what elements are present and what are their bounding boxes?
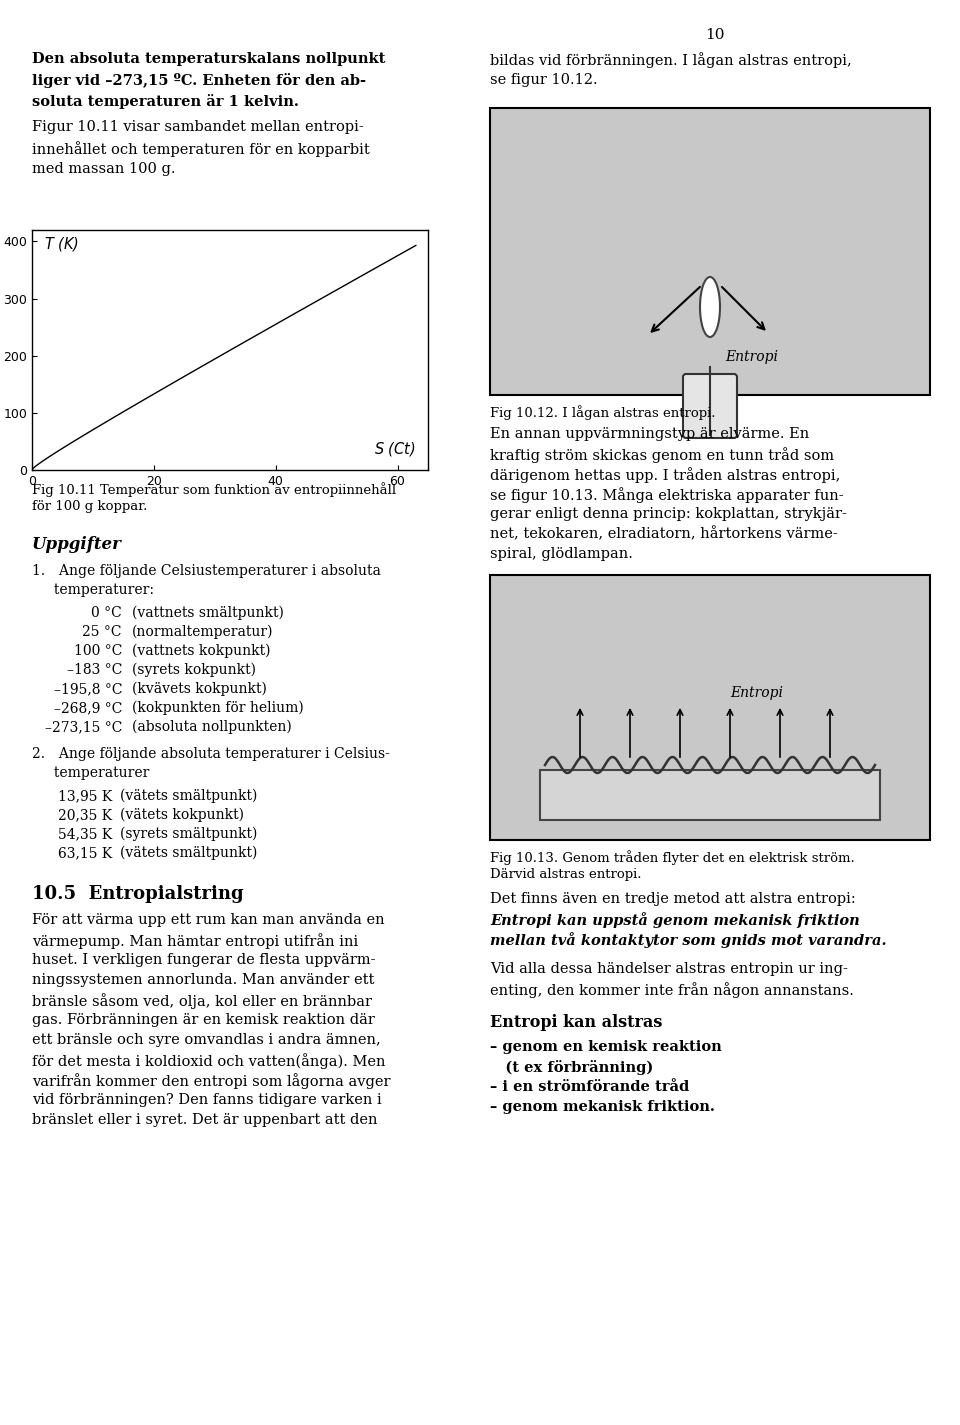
Text: – genom mekanisk friktion.: – genom mekanisk friktion. [490,1100,715,1114]
Text: huset. I verkligen fungerar de flesta uppvärm-: huset. I verkligen fungerar de flesta up… [32,953,375,968]
Text: ett bränsle och syre omvandlas i andra ämnen,: ett bränsle och syre omvandlas i andra ä… [32,1033,381,1047]
Text: 1. Ange följande Celsiustemperaturer i absoluta: 1. Ange följande Celsiustemperaturer i a… [32,564,381,579]
Text: (vattnets kokpunkt): (vattnets kokpunkt) [132,644,271,658]
Text: 13,95 K: 13,95 K [58,789,112,804]
Text: enting, den kommer inte från någon annanstans.: enting, den kommer inte från någon annan… [490,982,853,998]
Text: (vätets kokpunkt): (vätets kokpunkt) [120,808,244,822]
Text: värmepump. Man hämtar entropi utifrån ini: värmepump. Man hämtar entropi utifrån in… [32,933,358,949]
Text: En annan uppvärmningstyp är elvärme. En: En annan uppvärmningstyp är elvärme. En [490,428,809,440]
Text: för 100 g koppar.: för 100 g koppar. [32,500,148,513]
Text: Därvid alstras entropi.: Därvid alstras entropi. [490,868,641,881]
Text: Den absoluta temperaturskalans nollpunkt: Den absoluta temperaturskalans nollpunkt [32,51,385,66]
Text: 63,15 K: 63,15 K [58,846,112,861]
Text: Figur 10.11 visar sambandet mellan entropi-: Figur 10.11 visar sambandet mellan entro… [32,120,364,134]
Text: Vid alla dessa händelser alstras entropin ur ing-: Vid alla dessa händelser alstras entropi… [490,962,848,976]
Text: soluta temperaturen är 1 kelvin.: soluta temperaturen är 1 kelvin. [32,94,299,108]
Text: Entropi: Entropi [730,685,783,700]
Text: bränslet eller i syret. Det är uppenbart att den: bränslet eller i syret. Det är uppenbart… [32,1113,377,1127]
Text: – genom en kemisk reaktion: – genom en kemisk reaktion [490,1040,722,1054]
Text: –273,15 °C: –273,15 °C [44,720,122,734]
Text: –183 °C: –183 °C [66,663,122,677]
Text: varifrån kommer den entropi som lågorna avger: varifrån kommer den entropi som lågorna … [32,1073,391,1089]
Text: (syrets smältpunkt): (syrets smältpunkt) [120,826,257,841]
Text: Det finns även en tredje metod att alstra entropi:: Det finns även en tredje metod att alstr… [490,892,855,906]
Text: – i en strömförande tråd: – i en strömförande tråd [490,1080,689,1094]
Text: 20,35 K: 20,35 K [58,808,112,822]
Text: (vätets smältpunkt): (vätets smältpunkt) [120,846,257,861]
Bar [490,108,930,395]
Text: för det mesta i koldioxid och vatten(ånga). Men: för det mesta i koldioxid och vatten(ång… [32,1053,386,1069]
Text: Fig 10.11 Temperatur som funktion av entropiinnehåll: Fig 10.11 Temperatur som funktion av ent… [32,482,396,497]
Text: temperaturer: temperaturer [32,767,150,779]
Bar [540,770,880,819]
Text: Fig 10.12. I lågan alstras entropi.: Fig 10.12. I lågan alstras entropi. [490,405,715,420]
Ellipse shape [700,276,720,336]
Text: (kokpunkten för helium): (kokpunkten för helium) [132,701,303,715]
Text: $T$ (K): $T$ (K) [44,235,79,252]
Text: vid förbränningen? Den fanns tidigare varken i: vid förbränningen? Den fanns tidigare va… [32,1093,382,1107]
Text: Fig 10.13. Genom tråden flyter det en elektrisk ström.: Fig 10.13. Genom tråden flyter det en el… [490,849,854,865]
Text: bränsle såsom ved, olja, kol eller en brännbar: bränsle såsom ved, olja, kol eller en br… [32,993,372,1009]
Text: Uppgifter: Uppgifter [32,536,122,553]
Text: För att värma upp ett rum kan man använda en: För att värma upp ett rum kan man använd… [32,913,385,928]
Text: därigenom hettas upp. I tråden alstras entropi,: därigenom hettas upp. I tråden alstras e… [490,467,840,483]
Text: (t ex förbränning): (t ex förbränning) [490,1060,653,1074]
Text: bildas vid förbränningen. I lågan alstras entropi,: bildas vid förbränningen. I lågan alstra… [490,51,852,68]
Text: 2. Ange följande absoluta temperaturer i Celsius-: 2. Ange följande absoluta temperaturer i… [32,747,390,761]
Text: med massan 100 g.: med massan 100 g. [32,162,176,177]
Text: gerar enligt denna princip: kokplattan, strykjär-: gerar enligt denna princip: kokplattan, … [490,507,847,522]
Text: 54,35 K: 54,35 K [58,826,112,841]
Text: (normaltemperatur): (normaltemperatur) [132,626,274,640]
Text: spiral, glödlampan.: spiral, glödlampan. [490,547,633,561]
Text: innehållet och temperaturen för en kopparbit: innehållet och temperaturen för en koppa… [32,141,370,157]
Text: (absoluta nollpunkten): (absoluta nollpunkten) [132,720,292,734]
FancyBboxPatch shape [683,373,737,437]
Text: 10.5  Entropialstring: 10.5 Entropialstring [32,885,244,903]
Text: net, tekokaren, elradiatorn, hårtorkens värme-: net, tekokaren, elradiatorn, hårtorkens … [490,527,838,542]
Text: temperaturer:: temperaturer: [32,583,154,597]
Text: 25 °C: 25 °C [83,626,122,638]
Text: 10: 10 [706,28,725,41]
Text: (kvävets kokpunkt): (kvävets kokpunkt) [132,683,267,697]
Bar [490,576,930,839]
Text: 100 °C: 100 °C [74,644,122,658]
Text: liger vid –273,15 ºC. Enheten för den ab-: liger vid –273,15 ºC. Enheten för den ab… [32,73,366,88]
Text: mellan två kontaktytor som gnids mot varandra.: mellan två kontaktytor som gnids mot var… [490,932,887,948]
Text: gas. Förbränningen är en kemisk reaktion där: gas. Förbränningen är en kemisk reaktion… [32,1013,374,1027]
Text: ningssystemen annorlunda. Man använder ett: ningssystemen annorlunda. Man använder e… [32,973,374,988]
Text: se figur 10.13. Många elektriska apparater fun-: se figur 10.13. Många elektriska apparat… [490,487,844,503]
Text: kraftig ström skickas genom en tunn tråd som: kraftig ström skickas genom en tunn tråd… [490,447,834,463]
Text: Entropi kan alstras: Entropi kan alstras [490,1015,662,1032]
Text: se figur 10.12.: se figur 10.12. [490,73,598,87]
Text: 0 °C: 0 °C [91,606,122,620]
Text: –195,8 °C: –195,8 °C [54,683,122,695]
Text: (syrets kokpunkt): (syrets kokpunkt) [132,663,256,677]
Text: $S$ (Ct): $S$ (Ct) [374,440,416,457]
Text: Entropi: Entropi [725,351,778,363]
Text: Entropi kan uppstå genom mekanisk friktion: Entropi kan uppstå genom mekanisk frikti… [490,912,860,928]
Text: –268,9 °C: –268,9 °C [54,701,122,715]
Text: (vätets smältpunkt): (vätets smältpunkt) [120,789,257,804]
Text: (vattnets smältpunkt): (vattnets smältpunkt) [132,606,284,620]
